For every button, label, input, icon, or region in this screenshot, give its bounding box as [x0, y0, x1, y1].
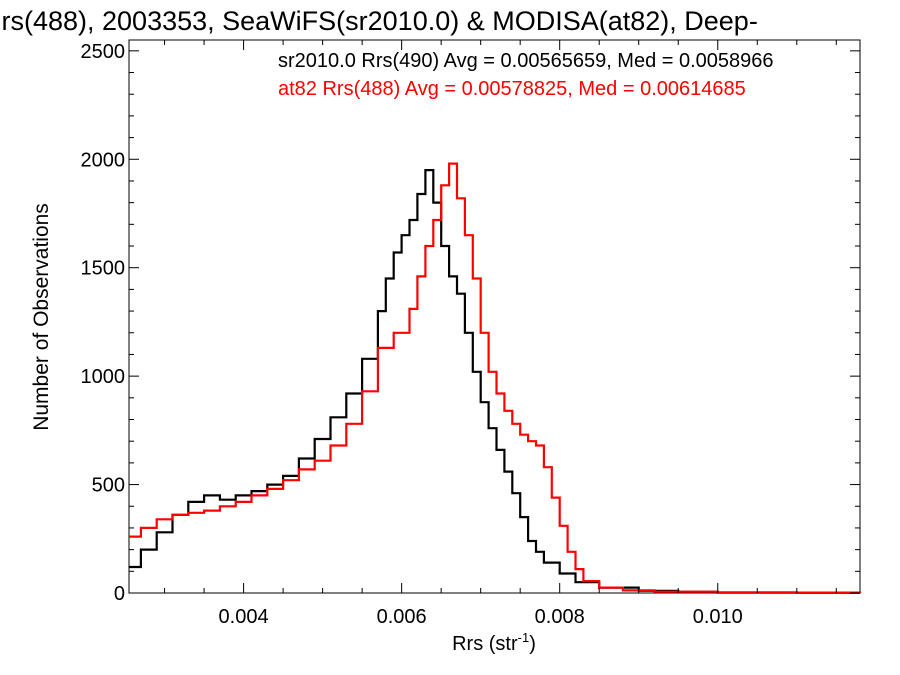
y-tick-label: 2000: [81, 149, 126, 171]
x-axis-label-main: Rrs (str: [452, 633, 518, 655]
x-tick-label: 0.004: [219, 606, 269, 628]
x-tick-label: 0.008: [535, 606, 585, 628]
chart-title: Rrs(488), 2003353, SeaWiFS(sr2010.0) & M…: [0, 6, 758, 36]
y-tick-label: 0: [114, 583, 125, 605]
x-axis-label-superscript: -1: [518, 630, 530, 645]
annotation-sr2010: sr2010.0 Rrs(490) Avg = 0.00565659, Med …: [278, 50, 774, 72]
x-axis-label: Rrs (str-1): [452, 630, 536, 655]
plot-frame: [128, 39, 861, 594]
y-tick-label: 2500: [81, 41, 126, 63]
x-tick-label: 0.006: [377, 606, 427, 628]
y-axis-label: Number of Observations: [30, 203, 53, 431]
x-tick-label: 0.010: [693, 606, 743, 628]
y-tick-label: 1000: [81, 366, 126, 388]
series-layer: [129, 162, 862, 594]
y-tick-label: 500: [92, 475, 125, 497]
tick-layer: [129, 40, 860, 594]
annotation-at82: at82 Rrs(488) Avg = 0.00578825, Med = 0.…: [278, 78, 746, 100]
x-axis-label-close: ): [529, 633, 536, 655]
tick-label-layer: 0.004 0.006 0.008 0.010 0 500 1000 1500 2000 2500: [81, 41, 743, 628]
y-tick-label: 1500: [81, 258, 126, 280]
series-line-1: [129, 162, 862, 594]
series-line-0: [129, 169, 862, 594]
